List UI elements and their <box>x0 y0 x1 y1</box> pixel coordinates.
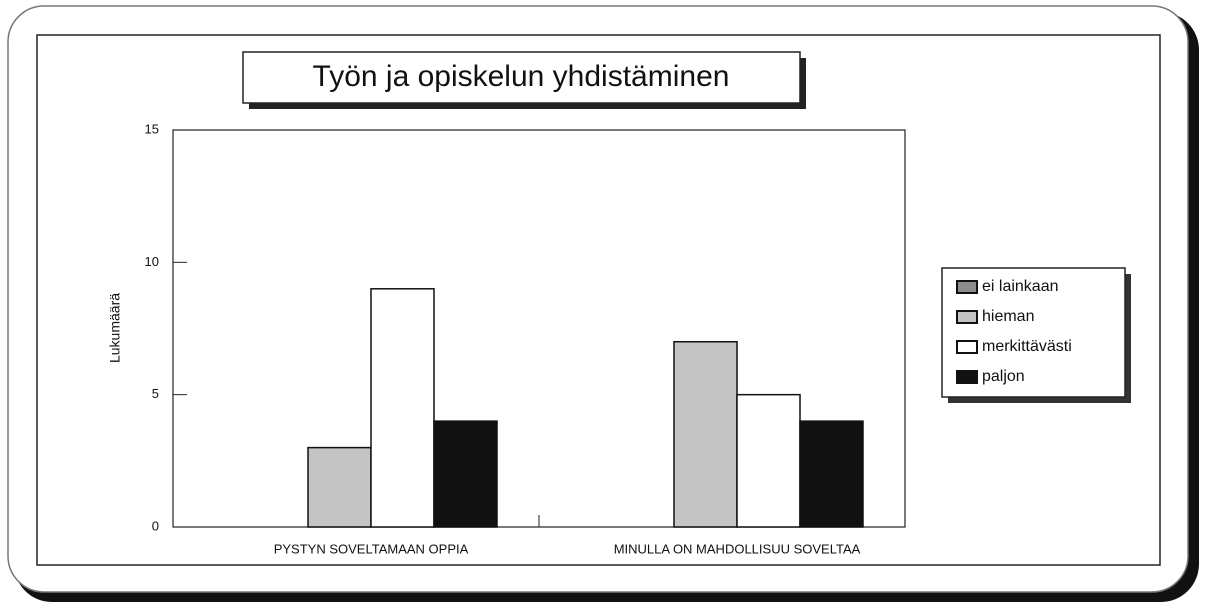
title-box <box>242 51 801 104</box>
legend-label: hieman <box>982 308 1034 325</box>
inner-frame <box>36 34 1161 566</box>
bar <box>799 420 864 528</box>
y-axis-label: Lukumäärä <box>107 293 123 363</box>
x-tick-label: MINULLA ON MAHDOLLISUU SOVELTAA <box>614 541 861 556</box>
bar <box>736 393 801 528</box>
legend-swatch <box>956 310 978 324</box>
x-tick-label: PYSTYN SOVELTAMAAN OPPIA <box>274 541 469 556</box>
bar <box>307 446 372 528</box>
legend-label: paljon <box>982 368 1025 385</box>
bar <box>370 288 435 528</box>
legend-label: merkittävästi <box>982 338 1072 355</box>
y-tick-label: 5 <box>152 386 159 401</box>
y-tick-label: 15 <box>145 121 159 136</box>
y-tick-label: 10 <box>145 254 159 269</box>
y-tick-label: 0 <box>152 518 159 533</box>
chart-title: Työn ja opiskelun yhdistäminen <box>313 60 730 93</box>
frame <box>7 5 1189 593</box>
bar <box>433 420 498 528</box>
legend-swatch <box>956 340 978 354</box>
legend-swatch <box>956 280 978 294</box>
legend-swatch <box>956 370 978 384</box>
bar <box>673 340 738 528</box>
legend-label: ei lainkaan <box>982 278 1059 295</box>
